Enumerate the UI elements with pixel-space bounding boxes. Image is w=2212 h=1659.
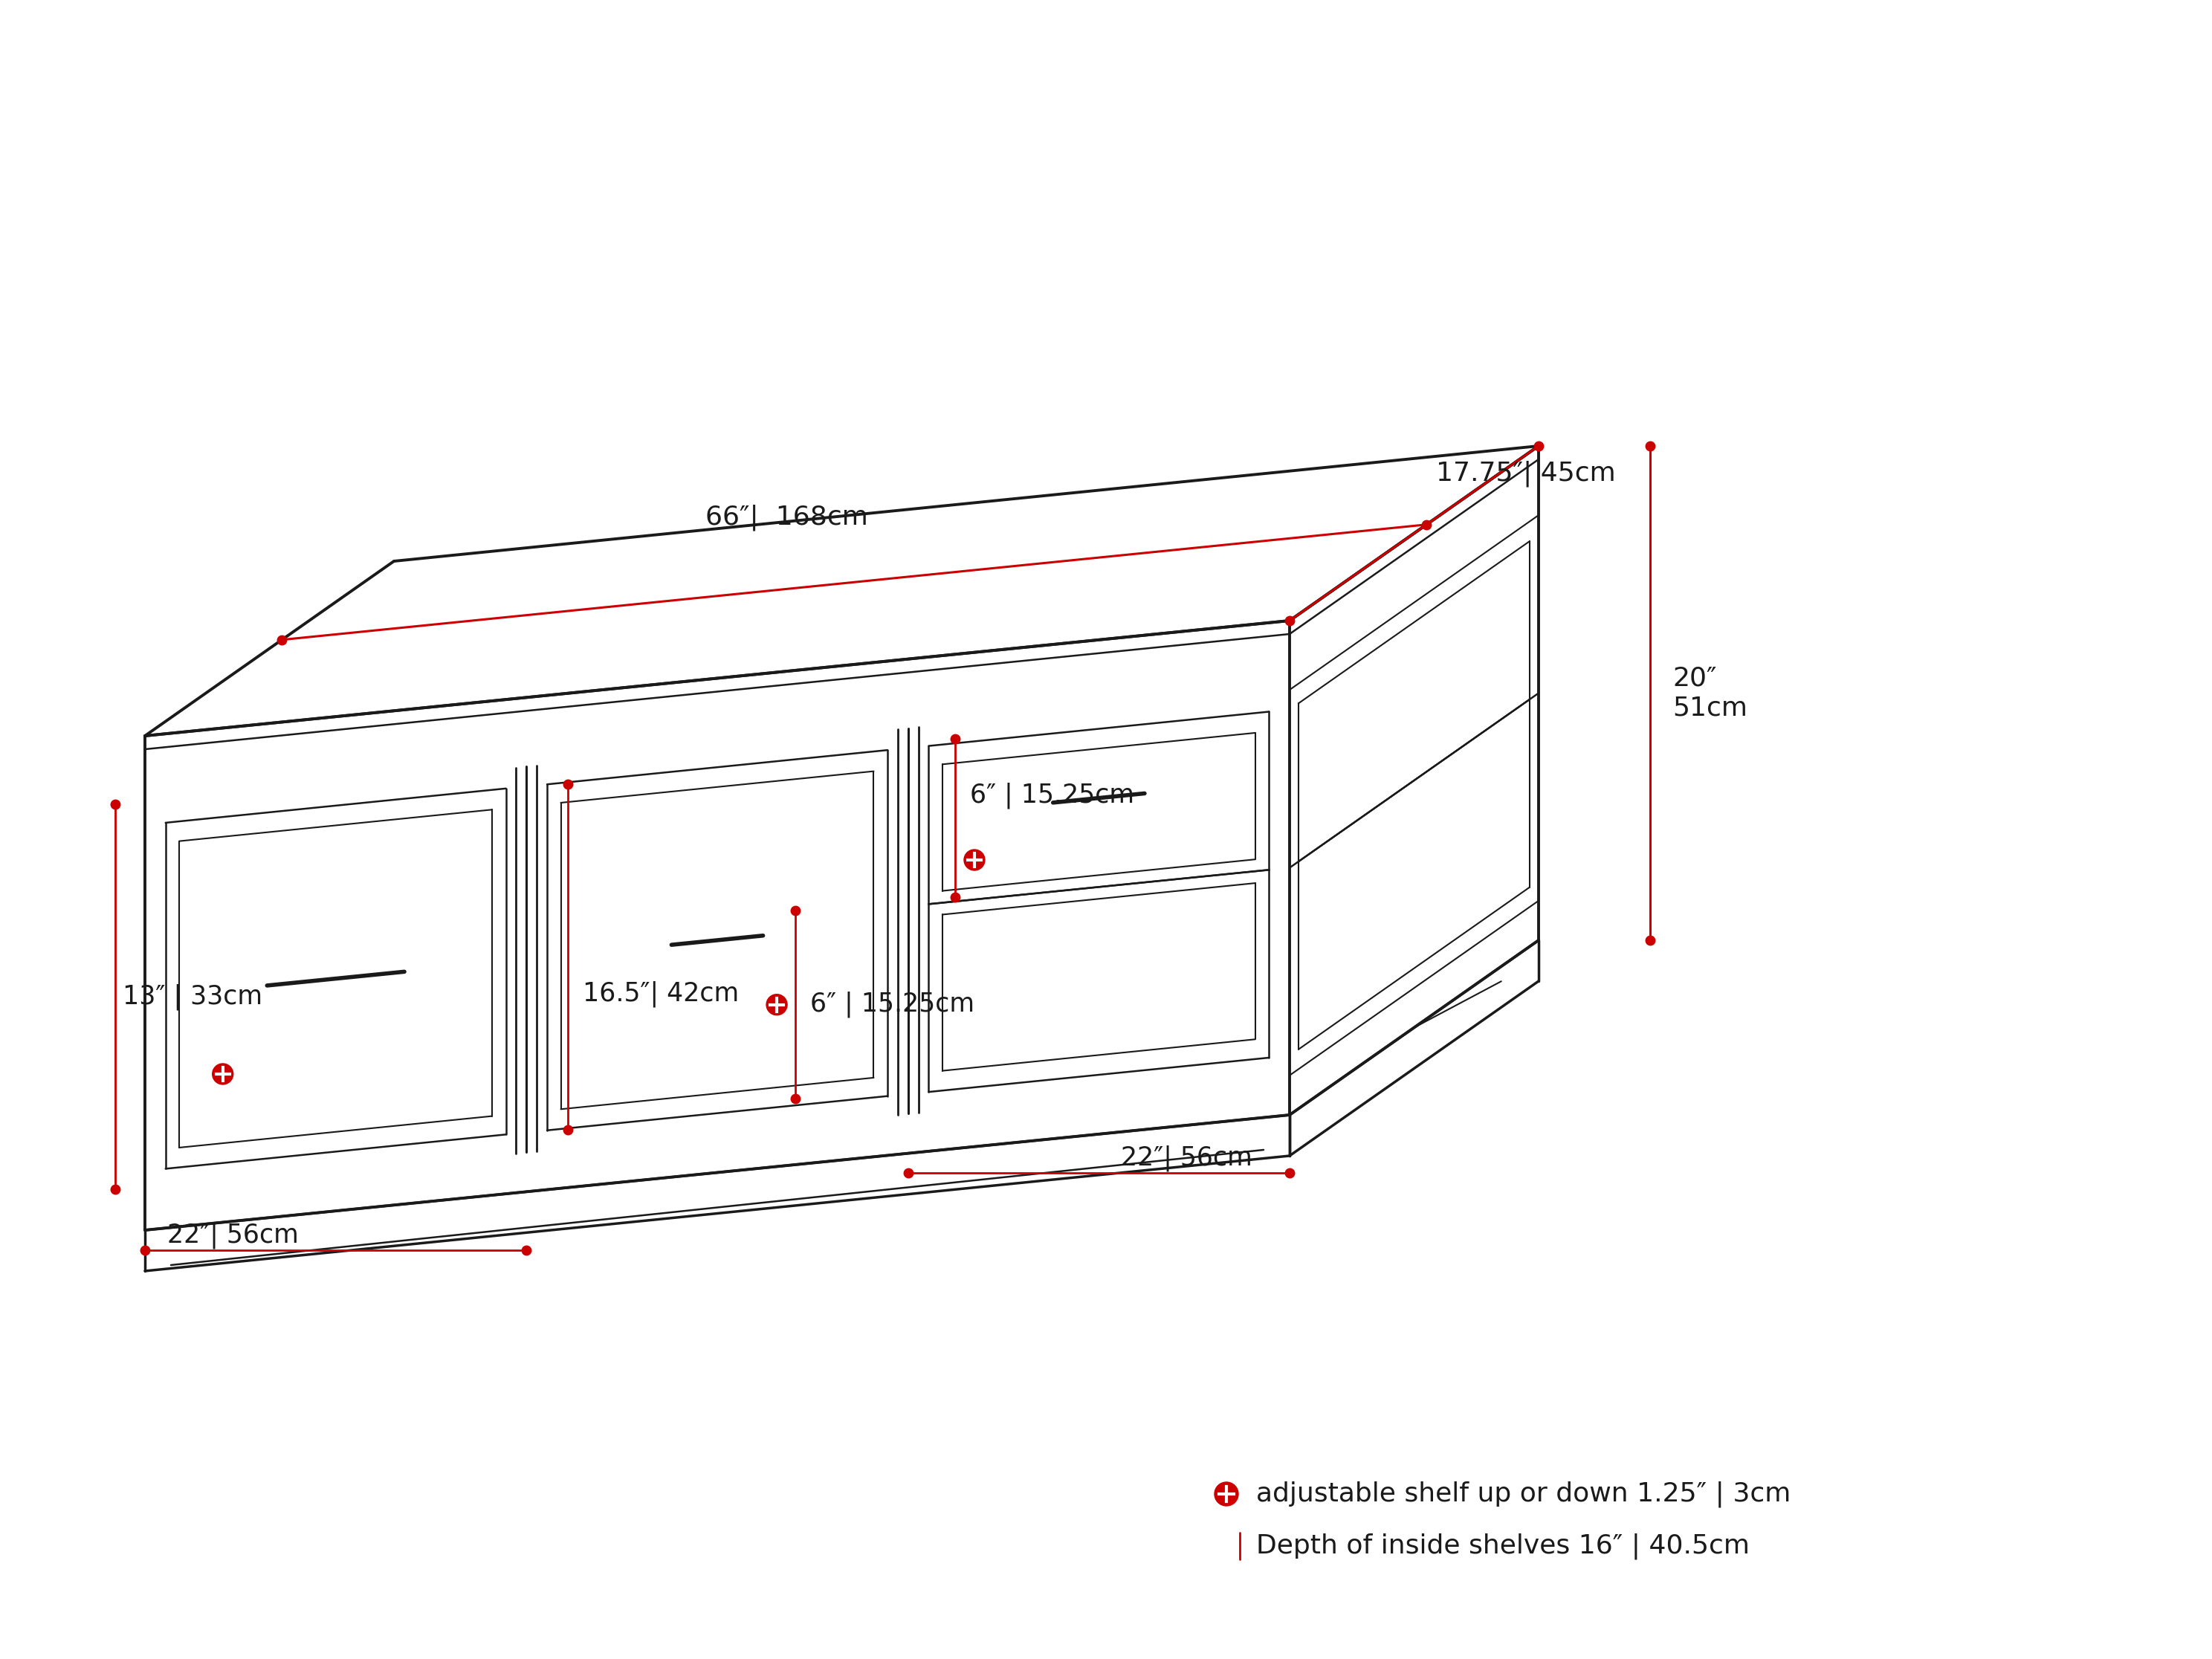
Circle shape [765, 994, 787, 1015]
Text: 66″|  168cm: 66″| 168cm [706, 504, 867, 531]
Text: 17.75″| 45cm: 17.75″| 45cm [1436, 461, 1617, 488]
Circle shape [964, 849, 984, 871]
Circle shape [1214, 1481, 1239, 1506]
Text: 20″
51cm: 20″ 51cm [1672, 665, 1747, 720]
Text: 6″ | 15.25cm: 6″ | 15.25cm [969, 783, 1135, 810]
Text: Depth of inside shelves 16″ | 40.5cm: Depth of inside shelves 16″ | 40.5cm [1256, 1533, 1750, 1559]
Text: 16.5″| 42cm: 16.5″| 42cm [582, 980, 739, 1007]
Text: 13″ | 33cm: 13″ | 33cm [124, 984, 263, 1010]
Text: adjustable shelf up or down 1.25″ | 3cm: adjustable shelf up or down 1.25″ | 3cm [1256, 1481, 1792, 1506]
Text: 22″| 56cm: 22″| 56cm [168, 1223, 299, 1248]
Text: 6″ | 15.25cm: 6″ | 15.25cm [810, 992, 975, 1019]
Circle shape [212, 1063, 232, 1085]
Text: 22″| 56cm: 22″| 56cm [1121, 1145, 1252, 1171]
